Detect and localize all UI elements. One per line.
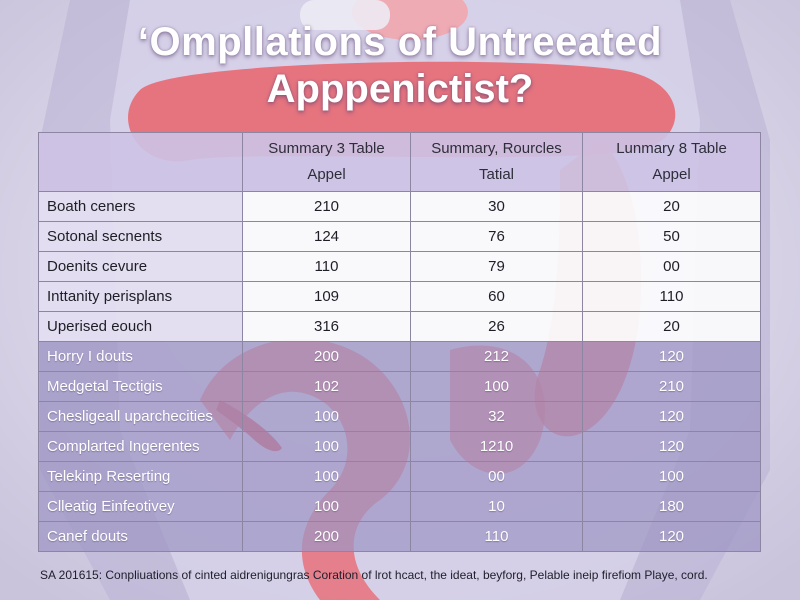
cell-value: 00 [410, 461, 583, 492]
footer-caption: SA 201615: Conpliuations of cinted aidre… [40, 568, 708, 582]
table-row: Inttanity perisplans 109 60 110 [38, 281, 761, 312]
header-line: Summary 3 Table [268, 140, 385, 157]
page-title: ‘Ompllations of Untreeated Apppenictist? [0, 18, 800, 112]
cell-value: 110 [582, 281, 761, 312]
cell-value: 124 [242, 221, 411, 252]
cell-value: 120 [582, 341, 761, 372]
cell-value: 120 [582, 431, 761, 462]
row-label: Clleatig Einfeotivey [38, 491, 243, 522]
table-row: Chesligeall uparchecities 100 32 120 [38, 401, 761, 432]
table-header-row: Summary 3 Table Appel Summary, Rourcles … [38, 132, 761, 192]
cell-value: 76 [410, 221, 583, 252]
row-label: Inttanity perisplans [38, 281, 243, 312]
table-row: Complarted Ingerentes 100 1210 120 [38, 431, 761, 462]
cell-value: 110 [242, 251, 411, 282]
row-label: Complarted Ingerentes [38, 431, 243, 462]
row-label: Telekinp Reserting [38, 461, 243, 492]
row-label: Uperised eouch [38, 311, 243, 342]
table-row: Boath ceners 210 30 20 [38, 191, 761, 222]
table-row: Sotonal secnents 124 76 50 [38, 221, 761, 252]
cell-value: 00 [582, 251, 761, 282]
header-cell-summary-3: Summary 3 Table Appel [242, 132, 411, 192]
table-row: Canef douts 200 110 120 [38, 521, 761, 552]
cell-value: 180 [582, 491, 761, 522]
header-line: Summary, Rourcles [431, 140, 562, 157]
cell-value: 100 [242, 491, 411, 522]
cell-value: 30 [410, 191, 583, 222]
cell-value: 212 [410, 341, 583, 372]
cell-value: 79 [410, 251, 583, 282]
table-row: Uperised eouch 316 26 20 [38, 311, 761, 342]
row-label: Chesligeall uparchecities [38, 401, 243, 432]
cell-value: 210 [242, 191, 411, 222]
header-line: Appel [307, 166, 346, 183]
cell-value: 32 [410, 401, 583, 432]
cell-value: 120 [582, 401, 761, 432]
cell-value: 100 [242, 401, 411, 432]
row-label: Medgetal Tectigis [38, 371, 243, 402]
complications-table: Summary 3 Table Appel Summary, Rourcles … [38, 132, 761, 552]
row-label: Canef douts [38, 521, 243, 552]
cell-value: 60 [410, 281, 583, 312]
header-line: Appel [652, 166, 691, 183]
cell-value: 210 [582, 371, 761, 402]
row-label: Sotonal secnents [38, 221, 243, 252]
title-line-2: Apppenictist? [266, 67, 534, 111]
cell-value: 200 [242, 341, 411, 372]
table-row: Horry I douts 200 212 120 [38, 341, 761, 372]
cell-value: 100 [242, 431, 411, 462]
header-cell-summary-rourcles: Summary, Rourcles Tatial [410, 132, 583, 192]
cell-value: 20 [582, 311, 761, 342]
cell-value: 200 [242, 521, 411, 552]
cell-value: 100 [242, 461, 411, 492]
cell-value: 20 [582, 191, 761, 222]
table-row: Clleatig Einfeotivey 100 10 180 [38, 491, 761, 522]
table-row: Doenits cevure 110 79 00 [38, 251, 761, 282]
header-cell-lunmary-8: Lunmary 8 Table Appel [582, 132, 761, 192]
table-row: Medgetal Tectigis 102 100 210 [38, 371, 761, 402]
table-row: Telekinp Reserting 100 00 100 [38, 461, 761, 492]
cell-value: 100 [410, 371, 583, 402]
title-line-1: ‘Ompllations of Untreeated [137, 20, 663, 64]
cell-value: 100 [582, 461, 761, 492]
cell-value: 316 [242, 311, 411, 342]
cell-value: 1210 [410, 431, 583, 462]
header-line: Tatial [478, 166, 515, 183]
header-cell-blank [38, 132, 243, 192]
cell-value: 26 [410, 311, 583, 342]
cell-value: 120 [582, 521, 761, 552]
row-label: Horry I douts [38, 341, 243, 372]
cell-value: 109 [242, 281, 411, 312]
header-line: Lunmary 8 Table [616, 140, 727, 157]
row-label: Doenits cevure [38, 251, 243, 282]
cell-value: 10 [410, 491, 583, 522]
row-label: Boath ceners [38, 191, 243, 222]
cell-value: 50 [582, 221, 761, 252]
cell-value: 102 [242, 371, 411, 402]
cell-value: 110 [410, 521, 583, 552]
